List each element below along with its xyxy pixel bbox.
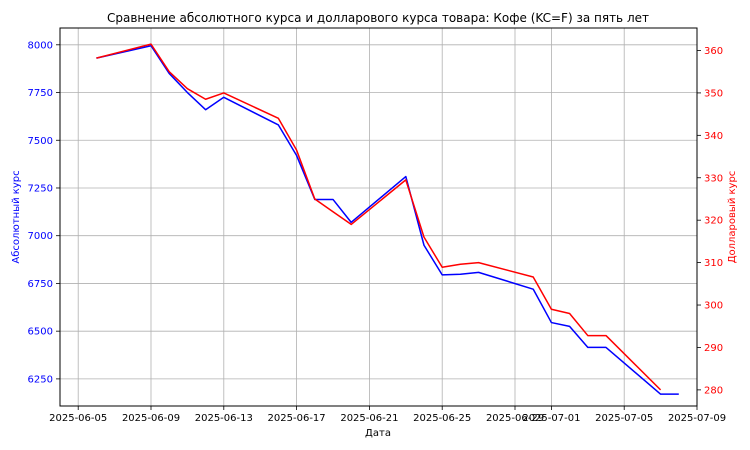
series-layer <box>96 43 679 395</box>
left-y-tick-label: 6500 <box>28 327 53 338</box>
right-y-tick-label: 360 <box>704 46 723 57</box>
left-y-tick-label: 6250 <box>28 374 53 385</box>
left-y-tick-label: 8000 <box>28 40 53 51</box>
x-tick-label: 2025-06-29 <box>486 413 544 424</box>
left-y-axis-title: Абсолютный курс <box>11 170 22 263</box>
left-y-tick-label: 7500 <box>28 136 53 147</box>
x-tick-label: 2025-07-05 <box>595 413 653 424</box>
right-y-tick-label: 330 <box>704 173 723 184</box>
right-y-tick-label: 320 <box>704 216 723 227</box>
right-y-axis-title: Долларовый курс <box>727 171 738 264</box>
right-y-tick-label: 300 <box>704 301 723 312</box>
left-y-axis: 6250 6500 6750 7000 7250 7500 7750 8000 <box>28 40 60 385</box>
left-y-tick-label: 6750 <box>28 279 53 290</box>
x-tick-label: 2025-07-01 <box>522 413 580 424</box>
left-y-tick-label: 7000 <box>28 231 53 242</box>
right-y-tick-label: 350 <box>704 88 723 99</box>
chart-title: Сравнение абсолютного курса и долларовог… <box>107 11 649 25</box>
right-y-tick-label: 290 <box>704 343 723 354</box>
left-y-tick-label: 7250 <box>28 183 53 194</box>
left-y-tick-label: 7750 <box>28 88 53 99</box>
plot-frame <box>59 27 698 407</box>
right-y-axis: 280 290 300 310 320 330 340 350 360 <box>697 46 723 396</box>
x-tick-label: 2025-06-21 <box>340 413 398 424</box>
x-tick-label: 2025-07-09 <box>668 413 726 424</box>
dollar-price-line <box>96 43 662 391</box>
x-tick-label: 2025-06-09 <box>122 413 180 424</box>
x-tick-label: 2025-06-25 <box>413 413 471 424</box>
grid <box>60 28 698 406</box>
x-tick-label: 2025-06-05 <box>49 413 107 424</box>
absolute-price-line <box>96 45 679 395</box>
x-axis-title: Дата <box>365 428 391 439</box>
x-axis: 2025-06-05 2025-06-09 2025-06-13 2025-06-17… <box>49 406 726 424</box>
right-y-tick-label: 310 <box>704 258 723 269</box>
right-y-tick-label: 340 <box>704 131 723 142</box>
x-tick-label: 2025-06-17 <box>268 413 326 424</box>
right-y-tick-label: 280 <box>704 385 723 396</box>
x-tick-label: 2025-06-13 <box>195 413 253 424</box>
